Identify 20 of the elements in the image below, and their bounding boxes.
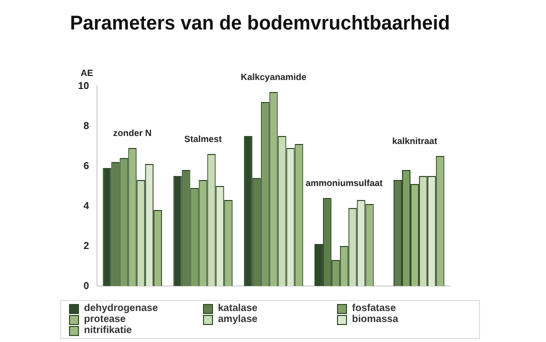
x-tick-label: kalknitraat (392, 136, 438, 146)
x-tick-label: Kalkcyanamide (240, 72, 306, 82)
y-tick-label: 0 (84, 280, 90, 292)
y-tick-label: 2 (84, 240, 90, 252)
y-tick-label: 8 (84, 120, 90, 132)
x-tick-label: Stalmest (184, 134, 222, 144)
legend-label: fosfatase (352, 303, 396, 314)
legend-label: katalase (218, 303, 258, 314)
legend-label: nitrifikatie (84, 325, 132, 336)
chart-title: Parameters van de bodemvruchtbaarheid (70, 12, 450, 35)
x-tick-label: ammoniumsulfaat (306, 178, 383, 188)
legend-label: protease (84, 314, 126, 325)
legend-label: dehydrogenase (84, 303, 158, 314)
legend-label: biomassa (352, 314, 398, 325)
legend-label: amylase (218, 314, 258, 325)
y-tick-label: 4 (84, 200, 90, 212)
y-tick-label: 10 (78, 80, 90, 92)
y-axis-title: AE (80, 68, 94, 78)
y-tick-label: 6 (84, 160, 90, 172)
x-tick-label: zonder N (113, 128, 152, 138)
